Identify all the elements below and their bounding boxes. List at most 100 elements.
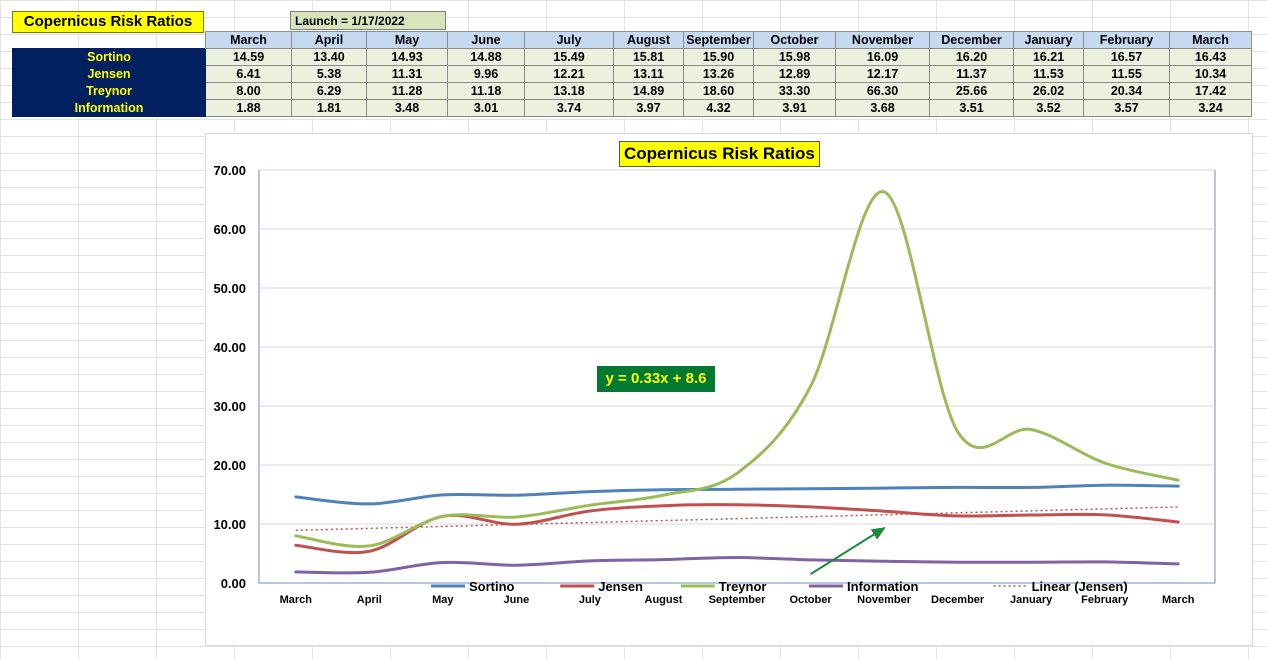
y-tick-label: 60.00: [213, 222, 246, 237]
x-tick-label: April: [357, 594, 382, 606]
value-cell[interactable]: 16.43: [1169, 48, 1252, 66]
value-cell[interactable]: 1.88: [205, 99, 292, 117]
legend-entry-jensen[interactable]: Jensen: [560, 579, 643, 594]
month-header-cell[interactable]: October: [753, 31, 836, 49]
series-line-sortino: [294, 483, 1180, 506]
x-tick-label: July: [579, 594, 602, 606]
value-cell[interactable]: 11.55: [1083, 65, 1170, 83]
value-cell[interactable]: 66.30: [835, 82, 930, 100]
month-header-cell[interactable]: December: [929, 31, 1014, 49]
risk-ratios-table: March April May June July August September Octo…: [12, 31, 1252, 117]
value-cell[interactable]: 13.26: [683, 65, 754, 83]
month-header-cell[interactable]: August: [613, 31, 684, 49]
y-tick-label: 20.00: [213, 458, 246, 473]
trendline-linear-jensen: [295, 506, 1179, 532]
value-cell[interactable]: 26.02: [1013, 82, 1084, 100]
value-cell[interactable]: 12.89: [753, 65, 836, 83]
table-row-jensen: Jensen 6.41 5.38 11.31 9.96 12.21 13.11 13.26 12…: [12, 65, 1252, 83]
series-line-treynor: [294, 190, 1180, 548]
month-header-cell[interactable]: September: [683, 31, 754, 49]
x-tick-label: October: [789, 594, 832, 606]
month-header-cell[interactable]: July: [524, 31, 614, 49]
month-header-cell[interactable]: March: [1169, 31, 1252, 49]
row-label-cell[interactable]: Sortino: [12, 48, 206, 66]
value-cell[interactable]: 14.93: [366, 48, 448, 66]
value-cell[interactable]: 3.24: [1169, 99, 1252, 117]
value-cell[interactable]: 3.97: [613, 99, 684, 117]
value-cell[interactable]: 15.90: [683, 48, 754, 66]
value-cell[interactable]: 11.37: [929, 65, 1014, 83]
y-tick-label: 70.00: [213, 163, 246, 178]
month-header-cell[interactable]: January: [1013, 31, 1084, 49]
value-cell[interactable]: 11.53: [1013, 65, 1084, 83]
chart-title: Copernicus Risk Ratios: [619, 141, 820, 167]
value-cell[interactable]: 3.51: [929, 99, 1014, 117]
month-header-row: March April May June July August September Octo…: [13, 31, 1252, 49]
legend-label: Treynor: [719, 579, 767, 594]
value-cell[interactable]: 3.52: [1013, 99, 1084, 117]
legend-entry-information[interactable]: Information: [809, 579, 919, 594]
value-cell[interactable]: 16.20: [929, 48, 1014, 66]
value-cell[interactable]: 15.81: [613, 48, 684, 66]
y-tick-label: 30.00: [213, 399, 246, 414]
x-tick-label: September: [709, 594, 767, 606]
value-cell[interactable]: 3.01: [447, 99, 525, 117]
y-tick-label: 50.00: [213, 281, 246, 296]
value-cell[interactable]: 4.32: [683, 99, 754, 117]
value-cell[interactable]: 12.17: [835, 65, 930, 83]
value-cell[interactable]: 6.29: [291, 82, 367, 100]
legend-label: Sortino: [469, 579, 515, 594]
plot-area: [258, 169, 1216, 584]
sheet-title[interactable]: Copernicus Risk Ratios: [12, 11, 204, 33]
value-cell[interactable]: 13.18: [524, 82, 614, 100]
x-tick-label: May: [432, 594, 454, 606]
row-label-cell[interactable]: Information: [12, 99, 206, 117]
value-cell[interactable]: 17.42: [1169, 82, 1252, 100]
x-tick-label: January: [1010, 594, 1053, 606]
legend-entry-linear-jensen[interactable]: Linear (Jensen): [993, 579, 1128, 594]
row-label-cell[interactable]: Treynor: [12, 82, 206, 100]
series-line-information: [294, 556, 1180, 575]
value-cell[interactable]: 5.38: [291, 65, 367, 83]
table-row-treynor: Treynor 8.00 6.29 11.28 11.18 13.18 14.89 18.60…: [12, 82, 1252, 100]
value-cell[interactable]: 1.81: [291, 99, 367, 117]
value-cell[interactable]: 13.40: [291, 48, 367, 66]
legend-entry-treynor[interactable]: Treynor: [680, 579, 767, 594]
value-cell[interactable]: 12.21: [524, 65, 614, 83]
value-cell[interactable]: 9.96: [447, 65, 525, 83]
legend-label: Jensen: [598, 579, 643, 594]
month-header-cell[interactable]: June: [447, 31, 525, 49]
value-cell[interactable]: 20.34: [1083, 82, 1170, 100]
y-tick-label: 0.00: [221, 576, 246, 591]
value-cell[interactable]: 16.21: [1013, 48, 1084, 66]
x-tick-label: March: [1162, 594, 1195, 606]
launch-date-cell[interactable]: Launch = 1/17/2022: [290, 11, 446, 30]
value-cell[interactable]: 3.57: [1083, 99, 1170, 117]
value-cell[interactable]: 3.91: [753, 99, 836, 117]
y-tick-label: 40.00: [213, 340, 246, 355]
x-tick-label: March: [280, 594, 313, 606]
legend-entry-sortino[interactable]: Sortino: [431, 579, 515, 594]
month-header-cell[interactable]: May: [366, 31, 448, 49]
value-cell[interactable]: 11.28: [366, 82, 448, 100]
value-cell[interactable]: 13.11: [613, 65, 684, 83]
value-cell[interactable]: 3.68: [835, 99, 930, 117]
month-header-cell[interactable]: April: [291, 31, 367, 49]
month-header-cell[interactable]: March: [205, 31, 292, 49]
x-tick-label: August: [645, 594, 683, 606]
month-header-cell[interactable]: February: [1083, 31, 1170, 49]
month-header-cell[interactable]: November: [835, 31, 930, 49]
value-cell[interactable]: 15.49: [524, 48, 614, 66]
x-tick-label: June: [504, 594, 530, 606]
value-cell[interactable]: 33.30: [753, 82, 836, 100]
value-cell[interactable]: 6.41: [205, 65, 292, 83]
annotation-arrow: [810, 527, 886, 575]
x-tick-label: November: [857, 594, 912, 606]
value-cell[interactable]: 3.74: [524, 99, 614, 117]
trendline-equation-label: y = 0.33x + 8.6: [597, 366, 715, 392]
value-cell[interactable]: 16.09: [835, 48, 930, 66]
x-tick-label: December: [931, 594, 985, 606]
x-tick-label: February: [1081, 594, 1129, 606]
legend-label: Linear (Jensen): [1032, 579, 1128, 594]
